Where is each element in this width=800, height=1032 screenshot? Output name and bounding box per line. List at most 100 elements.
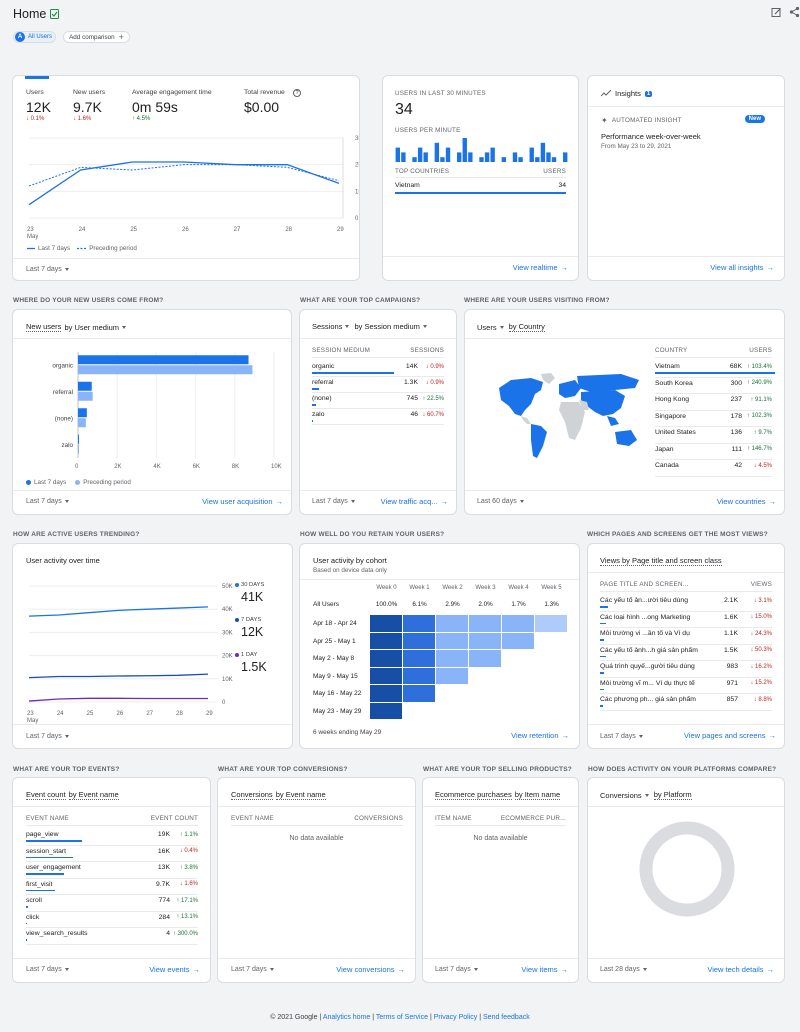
pages-card-title-text[interactable]: Views by Page title and screen class [600, 556, 722, 566]
cohort-cell[interactable] [436, 650, 468, 667]
event-row[interactable]: scroll 774 ↑ 17.1% [26, 897, 198, 904]
page-row[interactable]: Các yếu tố ản...ười tiêu dùng 2.1K ↓ 3.1% [600, 597, 772, 604]
insight-heading[interactable]: Performance week-over-week [601, 132, 701, 141]
dimension-selector[interactable]: by Platform [653, 790, 692, 800]
event-row[interactable]: page_view 19K ↑ 1.1% [26, 831, 198, 838]
view-pages-link[interactable]: View pages and screens → [684, 731, 776, 740]
view-user-acquisition-link[interactable]: View user acquisition → [202, 497, 283, 506]
date-range-dropdown[interactable]: Last 7 days [26, 498, 69, 505]
cohort-cell[interactable] [535, 615, 567, 632]
conversions-card-title[interactable]: Conversions by Event name [231, 790, 326, 800]
country-row[interactable]: Japan 111 ↑ 146.7% [655, 446, 772, 453]
metric-2[interactable]: Average engagement time 0m 59s ↑ 4.5% [132, 89, 212, 122]
bar-last-7-days[interactable] [78, 381, 92, 391]
cohort-cell[interactable] [469, 632, 501, 649]
date-range-dropdown[interactable]: Last 7 days [231, 966, 274, 973]
cohort-cell[interactable] [403, 650, 435, 667]
metric-selector[interactable]: Conversions [231, 790, 273, 800]
page-row[interactable]: Các loại hình ...ong Marketing 1.6K ↓ 15.0… [600, 614, 772, 621]
metric-selector[interactable]: Users [477, 322, 497, 332]
page-row[interactable]: Môi trường vĩ m... Ví dụ thực tế 971 ↓ 15.… [600, 680, 772, 687]
cohort-cell[interactable] [370, 685, 402, 702]
event-row[interactable]: session_start 16K ↓ 0.4% [26, 848, 198, 855]
add-comparison-button[interactable]: Add comparison + [63, 31, 130, 43]
cohort-cell[interactable] [370, 702, 402, 719]
dimension-selector[interactable]: by User medium [64, 322, 120, 332]
events-card-title[interactable]: Event count by Event name [26, 790, 119, 800]
view-conversions-link[interactable]: View conversions → [336, 965, 405, 974]
date-range-dropdown[interactable]: Last 7 days [26, 266, 69, 273]
footer-link-analytics-home[interactable]: Analytics home [322, 1014, 371, 1021]
view-countries-link[interactable]: View countries → [717, 497, 776, 506]
all-users-chip[interactable]: A All Users [13, 31, 56, 43]
event-row[interactable]: view_search_results 4 ↑ 300.0% [26, 930, 198, 937]
metric-selector[interactable]: Ecommerce purchases [435, 790, 512, 800]
cohort-cell[interactable] [370, 650, 402, 667]
date-range-dropdown[interactable]: Last 7 days [435, 966, 478, 973]
dimension-selector[interactable]: by Country [508, 322, 545, 332]
metric-selector[interactable]: Conversions [600, 790, 642, 800]
cohort-cell[interactable] [436, 615, 468, 632]
date-range-dropdown[interactable]: Last 7 days [600, 733, 643, 740]
metric-selector[interactable]: Event count [26, 790, 66, 800]
bar-preceding[interactable] [78, 365, 253, 375]
share-icon[interactable] [789, 6, 800, 18]
view-events-link[interactable]: View events → [149, 965, 200, 974]
dimension-selector[interactable]: by Event name [275, 790, 326, 800]
country-row[interactable]: Vietnam 68K ↑ 103.4% [655, 363, 772, 370]
metric-selector[interactable]: Sessions [312, 322, 343, 331]
cohort-cell[interactable] [469, 615, 501, 632]
cohort-cell[interactable] [370, 615, 402, 632]
bar-last-7-days[interactable] [78, 434, 79, 444]
cohort-cell[interactable] [469, 650, 501, 667]
event-row[interactable]: user_engagement 13K ↑ 3.8% [26, 864, 198, 871]
dimension-selector[interactable]: by Item name [514, 790, 561, 800]
event-row[interactable]: click 284 ↑ 13.1% [26, 914, 198, 921]
date-range-dropdown[interactable]: Last 60 days [477, 498, 524, 505]
footer-link-terms[interactable]: Terms of Service [375, 1014, 428, 1021]
dimension-selector[interactable]: by Event name [68, 790, 119, 800]
cohort-cell[interactable] [403, 667, 435, 684]
country-row[interactable]: Vietnam 34 [395, 182, 566, 189]
view-retention-link[interactable]: View retention → [511, 731, 569, 740]
date-range-dropdown[interactable]: Last 7 days [26, 733, 69, 740]
cohort-cell[interactable] [370, 667, 402, 684]
platforms-card-title[interactable]: Conversions by Platform [600, 790, 692, 800]
metric-selector[interactable]: New users [26, 322, 62, 332]
metric-1[interactable]: New users 9.7K ↓ 1.6% [73, 89, 105, 122]
page-row[interactable]: Các phương ph... giá sản phẩm 857 ↓ 8.8% [600, 696, 772, 703]
bar-preceding[interactable] [78, 418, 86, 428]
view-items-link[interactable]: View items → [521, 965, 568, 974]
view-realtime-link[interactable]: View realtime → [513, 263, 568, 272]
country-row[interactable]: Hong Kong 237 ↑ 91.1% [655, 396, 772, 403]
cohort-cell[interactable] [403, 632, 435, 649]
date-range-dropdown[interactable]: Last 7 days [312, 498, 355, 505]
cohort-cell[interactable] [502, 632, 534, 649]
country-row[interactable]: United States 136 ↑ 9.7% [655, 429, 772, 436]
cohort-cell[interactable] [502, 615, 534, 632]
metric-3[interactable]: Total revenue? $0.00 [244, 89, 301, 115]
cohort-cell[interactable] [403, 685, 435, 702]
metric-0[interactable]: Users 12K ↓ 0.1% [26, 89, 51, 122]
campaigns-card-title[interactable]: Sessions by Session medium [312, 322, 427, 331]
countries-card-title[interactable]: Users by Country [477, 322, 545, 332]
edit-icon[interactable] [771, 7, 782, 18]
footer-link-feedback[interactable]: Send feedback [483, 1014, 530, 1021]
page-row[interactable]: Quá trình quyế...gười tiêu dùng 983 ↓ 16.2… [600, 663, 772, 670]
cohort-cell[interactable] [370, 632, 402, 649]
page-row[interactable]: Môi trường vi ...ần tố và Ví dụ 1.1K ↓ 24.… [600, 630, 772, 637]
view-traffic-acquisition-link[interactable]: View traffic acq... → [381, 497, 448, 506]
products-card-title[interactable]: Ecommerce purchases by Item name [435, 790, 561, 800]
date-range-dropdown[interactable]: Last 7 days [26, 966, 69, 973]
country-row[interactable]: Singapore 178 ↑ 102.3% [655, 413, 772, 420]
bar-preceding[interactable] [78, 391, 93, 401]
campaign-row[interactable]: organic 14K ↓ 0.9% [312, 363, 444, 370]
campaign-row[interactable]: zalo 46 ↓ 60.7% [312, 411, 444, 418]
country-row[interactable]: South Korea 300 ↑ 240.9% [655, 380, 772, 387]
dimension-selector[interactable]: by Session medium [354, 322, 420, 331]
bar-last-7-days[interactable] [78, 355, 249, 365]
event-row[interactable]: first_visit 9.7K ↓ 1.6% [26, 881, 198, 888]
cohort-cell[interactable] [436, 632, 468, 649]
date-range-dropdown[interactable]: Last 28 days [600, 966, 647, 973]
country-row[interactable]: Canada 42 ↓ 4.5% [655, 462, 772, 469]
